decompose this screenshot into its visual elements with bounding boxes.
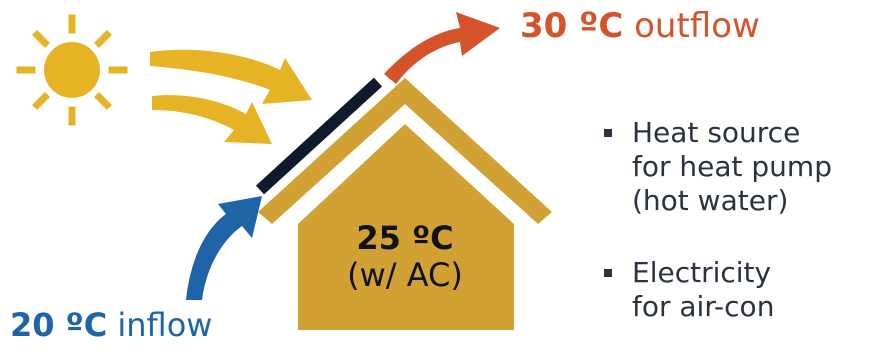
- house-icon: [258, 78, 552, 330]
- bullet-icon: [604, 129, 612, 137]
- inflow-temp: 20 ºC: [10, 306, 108, 344]
- outflow-arrow-icon: [384, 12, 500, 84]
- outflow-temp: 30 ºC: [520, 6, 624, 46]
- diagram: [16, 12, 552, 330]
- outflow-text: outflow: [634, 6, 760, 46]
- inflow-text: inflow: [117, 306, 213, 344]
- solar-panel-icon: [255, 77, 383, 195]
- list-item: Heat source for heat pump (hot water): [600, 116, 832, 218]
- outflow-label: 30 ºC outflow: [520, 6, 760, 46]
- inflow-arrow-icon: [186, 196, 262, 300]
- list-item-line: Electricity: [632, 256, 772, 289]
- house-temp-value: 25 ºC: [356, 219, 454, 257]
- bullet-icon: [604, 269, 612, 277]
- list-item-line: Heat source: [632, 116, 801, 149]
- list-item-line: for air-con: [632, 290, 775, 323]
- sun-icon: [16, 14, 128, 126]
- list-item-line: for heat pump: [632, 150, 832, 183]
- house-temp-note: (w/ AC): [347, 256, 463, 294]
- house-temperature: 25 ºC (w/ AC): [330, 220, 480, 294]
- heat-arrow-icon: [150, 49, 312, 144]
- inflow-label: 20 ºC inflow: [10, 306, 212, 344]
- list-item-line: (hot water): [632, 184, 789, 217]
- benefit-list: Heat source for heat pump (hot water) El…: [600, 116, 832, 362]
- list-item: Electricity for air-con: [600, 256, 832, 324]
